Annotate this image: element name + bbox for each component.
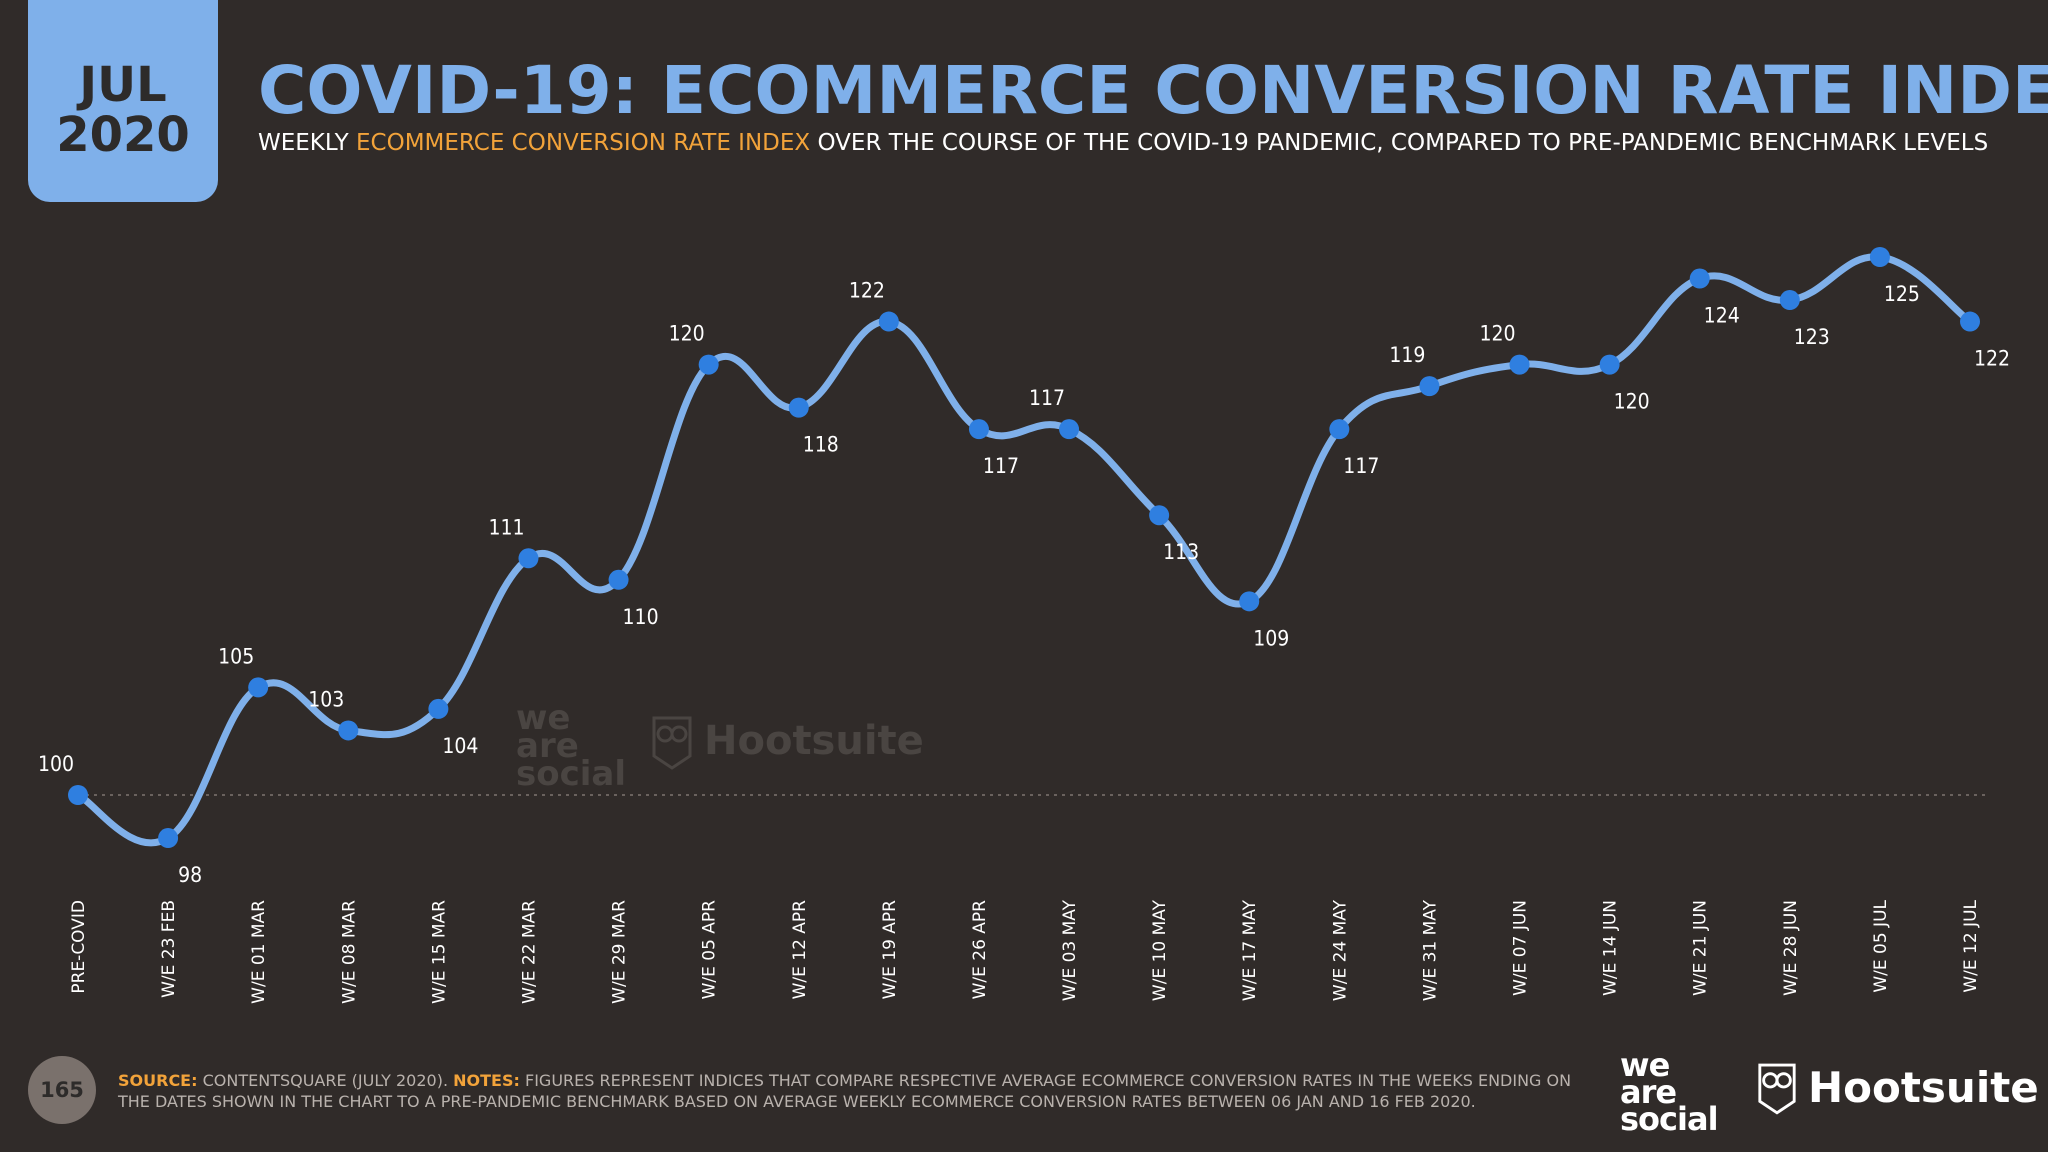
x-tick-label: W/E 29 MAR bbox=[610, 900, 630, 1004]
data-point bbox=[1960, 311, 1980, 332]
data-label: 118 bbox=[803, 433, 839, 457]
series-line bbox=[74, 253, 1974, 847]
data-point bbox=[788, 397, 809, 418]
data-point bbox=[1419, 376, 1440, 397]
data-label: 109 bbox=[1253, 626, 1289, 650]
notes-label: NOTES: bbox=[453, 1071, 520, 1090]
data-label: 122 bbox=[849, 279, 885, 303]
x-tick-label: W/E 26 APR bbox=[970, 900, 990, 1000]
x-tick-label: W/E 21 JUN bbox=[1691, 900, 1711, 996]
source-text: CONTENTSQUARE (JULY 2020). bbox=[197, 1071, 454, 1090]
page-subtitle: WEEKLY ECOMMERCE CONVERSION RATE INDEX O… bbox=[258, 130, 1988, 156]
x-tick-label: PRE-COVID bbox=[69, 900, 89, 994]
page-title: COVID-19: ECOMMERCE CONVERSION RATE INDE… bbox=[258, 52, 2048, 129]
x-tick-label: W/E 24 MAY bbox=[1330, 899, 1350, 1001]
data-point bbox=[1779, 290, 1800, 311]
footer-notes: SOURCE: CONTENTSQUARE (JULY 2020). NOTES… bbox=[118, 1070, 1598, 1112]
data-point bbox=[1149, 505, 1170, 526]
data-label: 104 bbox=[442, 734, 478, 758]
data-label: 123 bbox=[1794, 325, 1830, 349]
data-label: 124 bbox=[1704, 304, 1740, 328]
data-label: 120 bbox=[669, 322, 705, 346]
watermark-was-we: we bbox=[516, 698, 571, 738]
data-point bbox=[1059, 419, 1080, 440]
data-label: 98 bbox=[178, 863, 202, 887]
x-tick-label: W/E 14 JUN bbox=[1601, 900, 1621, 996]
data-point bbox=[428, 698, 449, 719]
watermark-hootsuite-text: Hootsuite bbox=[704, 718, 924, 764]
we-are-social-logo: we are social bbox=[1620, 1046, 1719, 1138]
data-point bbox=[1869, 247, 1890, 267]
data-point bbox=[518, 548, 539, 569]
badge-month: JUL bbox=[79, 56, 167, 113]
x-tick-label: W/E 12 APR bbox=[790, 900, 810, 1000]
logo-was-social: social bbox=[1620, 1100, 1719, 1138]
data-point bbox=[1689, 268, 1710, 289]
source-label: SOURCE: bbox=[118, 1071, 198, 1090]
data-label: 120 bbox=[1479, 322, 1515, 346]
notes-text: FIGURES REPRESENT INDICES THAT COMPARE R… bbox=[118, 1071, 1572, 1111]
x-tick-label: W/E 28 JUN bbox=[1781, 900, 1801, 996]
logo-was-are: are bbox=[1620, 1073, 1677, 1111]
x-tick-label: W/E 10 MAY bbox=[1150, 899, 1170, 1001]
data-point bbox=[68, 785, 88, 805]
data-label: 117 bbox=[1343, 454, 1379, 478]
data-label: 117 bbox=[1029, 386, 1065, 410]
data-point bbox=[608, 569, 629, 590]
data-label: 100 bbox=[38, 752, 74, 776]
badge-year: 2020 bbox=[56, 107, 190, 163]
x-tick-label: W/E 19 APR bbox=[880, 900, 900, 1000]
data-point bbox=[968, 419, 989, 440]
data-label: 105 bbox=[218, 644, 254, 668]
data-label: 111 bbox=[488, 515, 524, 539]
watermark-was-social: social bbox=[516, 754, 627, 794]
data-point bbox=[1329, 419, 1350, 440]
x-tick-label: W/E 07 JUN bbox=[1511, 900, 1531, 996]
watermark-we-are-social: we are social bbox=[516, 698, 627, 794]
x-tick-label: W/E 23 FEB bbox=[159, 900, 179, 998]
logo-was-we: we bbox=[1620, 1046, 1670, 1084]
x-tick-label: W/E 08 MAR bbox=[339, 900, 359, 1004]
data-label: 125 bbox=[1884, 282, 1920, 306]
data-label: 113 bbox=[1163, 540, 1199, 564]
x-tick-label: W/E 03 MAY bbox=[1060, 899, 1080, 1001]
watermark-hootsuite: Hootsuite bbox=[650, 712, 924, 770]
x-tick-label: W/E 12 JUL bbox=[1961, 899, 1981, 992]
data-label: 103 bbox=[308, 687, 344, 711]
page-number: 165 bbox=[28, 1056, 96, 1124]
subtitle-highlight: ECOMMERCE CONVERSION RATE INDEX bbox=[356, 130, 811, 156]
x-tick-label: W/E 31 MAY bbox=[1420, 899, 1440, 1001]
data-point bbox=[1509, 354, 1530, 375]
owl-icon bbox=[1758, 1063, 1796, 1115]
data-point bbox=[1599, 354, 1620, 375]
owl-icon bbox=[652, 716, 692, 770]
subtitle-post: OVER THE COURSE OF THE COVID-19 PANDEMIC… bbox=[810, 130, 1989, 156]
data-point bbox=[878, 311, 899, 332]
x-tick-label: W/E 17 MAY bbox=[1240, 899, 1260, 1001]
x-tick-label: W/E 15 MAR bbox=[429, 900, 449, 1004]
data-label: 110 bbox=[623, 605, 659, 629]
date-badge: JUL 2020 bbox=[28, 0, 218, 202]
x-tick-label: W/E 05 JUL bbox=[1871, 899, 1891, 992]
data-point bbox=[338, 720, 359, 741]
hootsuite-logo: Hootsuite bbox=[1756, 1058, 2039, 1116]
data-label: 120 bbox=[1614, 390, 1650, 414]
watermark-was-are: are bbox=[516, 726, 579, 766]
data-point bbox=[698, 354, 719, 375]
data-point bbox=[248, 677, 269, 698]
data-label: 122 bbox=[1974, 347, 2010, 371]
data-point bbox=[158, 828, 179, 849]
data-label: 117 bbox=[983, 454, 1019, 478]
data-point bbox=[1239, 591, 1260, 612]
x-tick-label: W/E 01 MAR bbox=[249, 900, 269, 1004]
x-tick-label: W/E 22 MAR bbox=[519, 900, 539, 1004]
subtitle-pre: WEEKLY bbox=[258, 130, 357, 156]
x-tick-label: W/E 05 APR bbox=[700, 900, 720, 1000]
hootsuite-wordmark: Hootsuite bbox=[1808, 1062, 2039, 1112]
data-label: 119 bbox=[1389, 343, 1425, 367]
